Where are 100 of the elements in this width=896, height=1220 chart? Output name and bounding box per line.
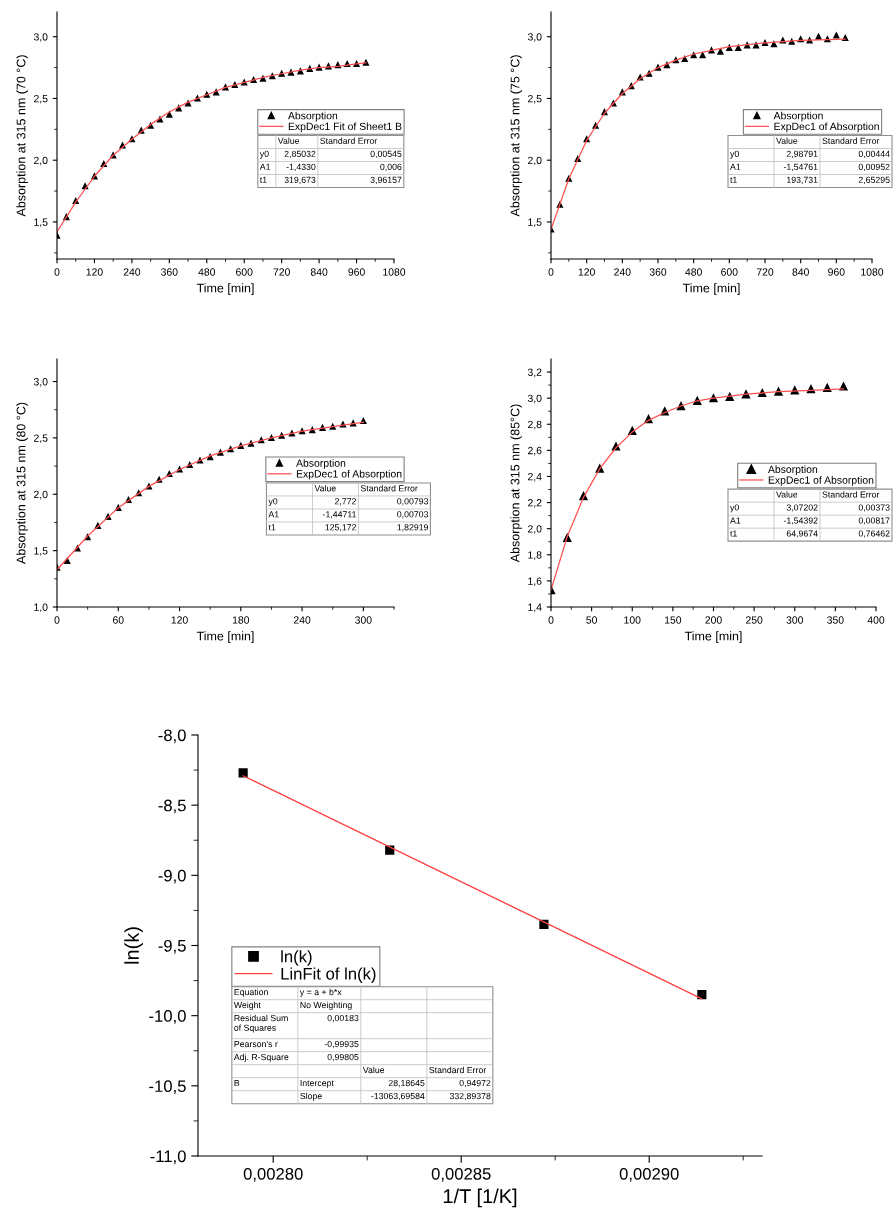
y-tick-label: 3,0 xyxy=(33,378,48,387)
x-tick-label: 100 xyxy=(624,616,641,624)
text: y0 2,98791 0,00444 xyxy=(730,150,890,159)
text: Value Standard Error xyxy=(362,1066,487,1074)
legend-label: Absorption xyxy=(767,465,818,476)
x-tick-label: 50 xyxy=(586,616,598,624)
y-tick-label: 1,5 xyxy=(34,218,48,228)
x-axis-title: Time [min] xyxy=(684,631,742,643)
point xyxy=(726,44,733,51)
x-tick-label: 250 xyxy=(745,616,763,624)
text: A1 -1,4330 0,006 xyxy=(259,163,402,171)
y-tick-label: 2,4 xyxy=(528,472,542,482)
text: B Intercept 28,18645 0,94972 xyxy=(234,1079,491,1088)
y-tick-label: -9,5 xyxy=(158,939,186,954)
text: t1 319,673 3,96157 xyxy=(259,176,402,184)
x-tick-label: 240 xyxy=(123,268,141,276)
y-tick-label: -10,0 xyxy=(149,1010,186,1024)
x-tick-label: 400 xyxy=(867,616,885,624)
text: Value Standard Error xyxy=(314,484,418,492)
x-tick-label: 0 xyxy=(54,268,60,276)
y-tick-label: 2,2 xyxy=(528,499,542,508)
legend-label: Absorption xyxy=(773,111,823,122)
x-tick-label: 0 xyxy=(54,616,60,624)
y-tick-label: 3,2 xyxy=(527,368,542,378)
text: Pearson's r -0,99935 xyxy=(234,1040,359,1049)
y-tick-label: -10,5 xyxy=(149,1080,186,1095)
point xyxy=(238,768,248,778)
x-tick-label: 300 xyxy=(355,616,372,624)
text: Weight No Weighting xyxy=(233,1001,352,1010)
text: Adj. R-Square 0,99805 xyxy=(233,1053,359,1062)
x-tick-label: 350 xyxy=(827,616,844,624)
x-tick-label: 180 xyxy=(232,616,250,624)
legend-label: LinFit of ln(k) xyxy=(281,967,376,983)
y-tick-label: 3,0 xyxy=(527,394,542,404)
x-tick-label: 360 xyxy=(649,268,667,276)
x-tick-label: 1080 xyxy=(861,268,884,276)
x-axis-title: Time [min] xyxy=(196,631,254,643)
y-tick-label: 2,0 xyxy=(528,156,542,166)
legend-label: ExpDec1 Fit of Sheet1 B xyxy=(288,122,402,133)
text: Value Standard Error xyxy=(277,137,378,144)
text: t1 64,9674 0,76462 xyxy=(730,530,890,538)
text: A1 -1,54761 0,00952 xyxy=(730,163,890,171)
x-tick-label: 1080 xyxy=(383,268,406,276)
x-tick-label: 720 xyxy=(273,268,290,276)
legend-label: Absorption xyxy=(287,111,338,122)
legend-label: Absorption xyxy=(296,459,346,469)
x-axis-title: 1/T [1/K] xyxy=(443,1188,517,1208)
x-tick-label: 840 xyxy=(792,268,809,276)
x-tick-label: 600 xyxy=(721,268,738,276)
x-axis-title: Time [min] xyxy=(682,283,740,295)
y-tick-label: 2,0 xyxy=(34,156,48,166)
text: A1 -1,54392 0,00817 xyxy=(730,517,890,525)
x-tick-label: 720 xyxy=(756,268,774,276)
y-tick-label: -8,0 xyxy=(158,729,186,744)
y-tick-label: 2,5 xyxy=(34,434,48,444)
x-tick-label: 480 xyxy=(198,268,216,276)
x-axis-title: Time [min] xyxy=(196,283,254,295)
point xyxy=(166,111,173,118)
text: Residual Sum of Squares 0,00183 xyxy=(234,1014,359,1033)
x-tick-label: 840 xyxy=(310,268,328,276)
text: Value Standard Error xyxy=(776,137,880,144)
x-tick-label: 360 xyxy=(161,268,178,276)
y-tick-label: 1,0 xyxy=(34,603,48,613)
legend-label: ExpDec1 of Absorption xyxy=(296,469,402,480)
x-tick-label: 960 xyxy=(828,268,845,276)
y-tick-label: 2,5 xyxy=(528,94,542,104)
point xyxy=(309,426,316,434)
legend-label: ExpDec1 of Absorption xyxy=(768,476,874,486)
text: y0 3,07202 0,00373 xyxy=(730,504,890,513)
x-tick-label: 480 xyxy=(685,268,702,276)
point xyxy=(770,40,778,48)
text: y0 2,85032 0,00545 xyxy=(259,150,402,159)
x-tick-label: 0 xyxy=(548,268,554,276)
x-tick-label: 120 xyxy=(578,268,595,276)
x-tick-label: 0,00290 xyxy=(619,1167,679,1182)
x-tick-label: 600 xyxy=(236,268,253,276)
point xyxy=(735,44,742,51)
y-axis-title: Absorption at 315 nm (75 °C) xyxy=(510,55,522,217)
y-tick-label: 2,5 xyxy=(34,94,48,104)
text: Value Standard Error xyxy=(776,491,880,498)
x-tick-label: 0,00285 xyxy=(431,1167,491,1182)
x-tick-label: 150 xyxy=(664,616,682,624)
text: Equation y = a + b*x xyxy=(234,988,342,997)
y-tick-label: 2,0 xyxy=(528,525,542,534)
point xyxy=(833,32,840,39)
point xyxy=(699,52,706,59)
x-tick-label: 0,00280 xyxy=(243,1167,303,1182)
y-tick-label: 2,6 xyxy=(528,446,542,456)
y-tick-label: -11,0 xyxy=(150,1150,186,1165)
text: y0 2,772 0,00793 xyxy=(268,498,429,507)
y-tick-label: 1,5 xyxy=(34,547,48,556)
x-tick-label: 200 xyxy=(705,616,722,624)
text: t1 125,172 1,82919 xyxy=(268,524,429,532)
y-tick-label: -9,0 xyxy=(158,869,186,884)
y-tick-label: 1,6 xyxy=(528,577,542,586)
y-tick-label: 3,0 xyxy=(33,33,48,42)
x-tick-label: 0 xyxy=(548,616,554,624)
y-tick-label: 2,0 xyxy=(34,490,48,500)
y-tick-label: -8,5 xyxy=(158,799,186,814)
y-tick-label: 1,8 xyxy=(528,551,542,560)
